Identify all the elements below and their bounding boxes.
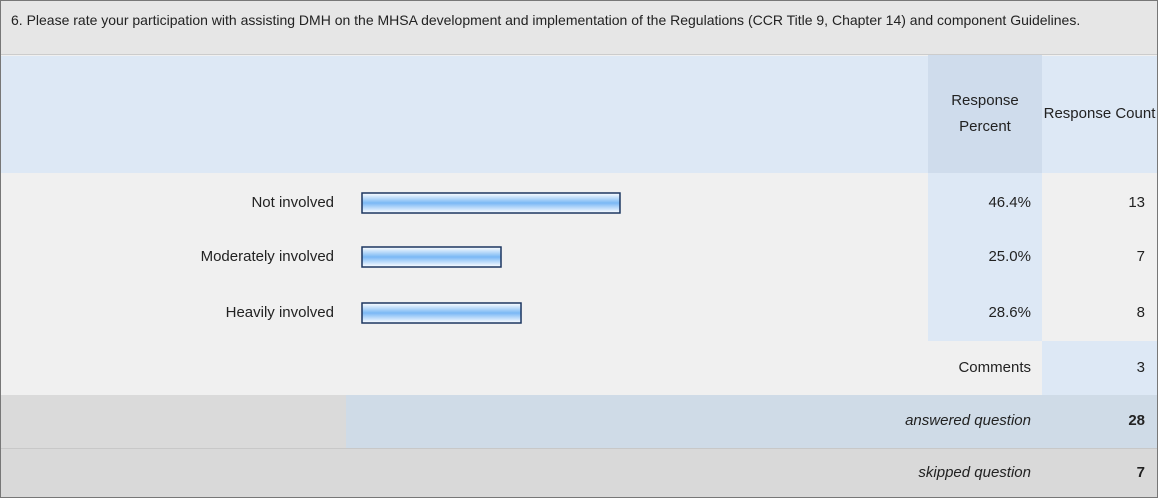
bar bbox=[361, 192, 621, 214]
category-label: Not involved bbox=[251, 194, 334, 211]
percent-column bbox=[928, 173, 1042, 341]
answered-label: answered question bbox=[905, 412, 1031, 429]
skipped-label: skipped question bbox=[918, 464, 1031, 481]
question-title: 6. Please rate your participation with a… bbox=[1, 1, 1157, 55]
comments-count: 3 bbox=[1136, 359, 1145, 376]
percent-label: 46.4% bbox=[988, 194, 1031, 211]
header-percent: Response Percent bbox=[928, 55, 1042, 173]
skipped-row bbox=[1, 448, 1157, 497]
count-label: 8 bbox=[1136, 304, 1145, 321]
answered-left bbox=[1, 395, 346, 448]
answered-row bbox=[346, 395, 1157, 448]
bar bbox=[361, 302, 522, 324]
skipped-count: 7 bbox=[1136, 464, 1145, 481]
category-label: Moderately involved bbox=[200, 248, 334, 265]
answered-count: 28 bbox=[1128, 412, 1145, 429]
comments-label: Comments bbox=[958, 359, 1031, 376]
count-label: 13 bbox=[1128, 194, 1145, 211]
category-label: Heavily involved bbox=[225, 304, 334, 321]
bar bbox=[361, 246, 502, 268]
percent-label: 28.6% bbox=[988, 304, 1031, 321]
header-count: Response Count bbox=[1043, 105, 1156, 122]
count-label: 7 bbox=[1136, 248, 1145, 265]
percent-label: 25.0% bbox=[988, 248, 1031, 265]
comments-count-cell bbox=[1042, 341, 1157, 395]
